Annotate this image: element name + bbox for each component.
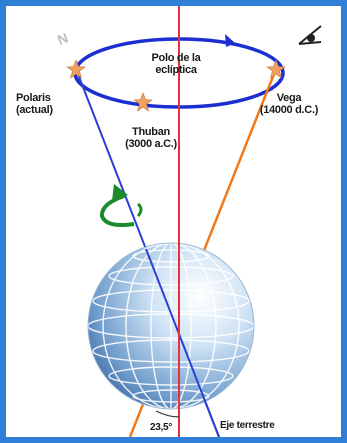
precession-diagram: N bbox=[55, 6, 322, 437]
angle-label: 23,5° bbox=[150, 422, 172, 433]
rotation-arrow-icon bbox=[99, 184, 143, 227]
north-letter: N bbox=[55, 29, 70, 47]
eye-icon bbox=[298, 25, 322, 45]
ecliptic-pole-label: Polo de la eclíptica bbox=[151, 52, 201, 76]
earth-globe bbox=[87, 242, 255, 410]
orbit-arrowhead-icon bbox=[225, 34, 235, 47]
polaris-label: Polaris (actual) bbox=[16, 92, 53, 116]
star-icon bbox=[266, 59, 286, 79]
earth-axis-label: Eje terrestre bbox=[220, 420, 275, 431]
thuban-label: Thuban (3000 a.C.) bbox=[125, 126, 177, 150]
vega-label: Vega (14000 d.C.) bbox=[259, 92, 319, 116]
star-icon bbox=[66, 59, 86, 79]
star-icon bbox=[133, 92, 153, 112]
angle-arc bbox=[155, 410, 180, 418]
